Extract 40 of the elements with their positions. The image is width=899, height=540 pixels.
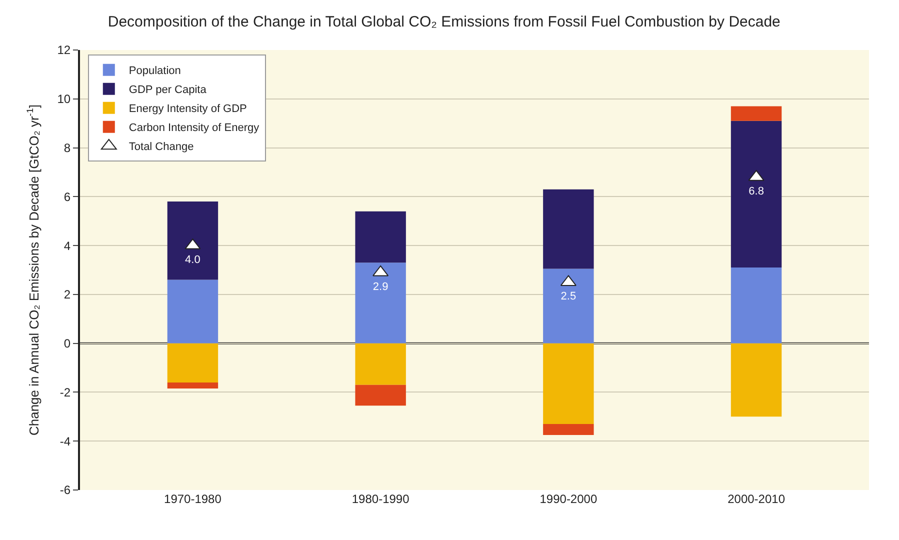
bar (355, 262, 406, 344)
bar (730, 343, 782, 417)
bar (543, 189, 594, 269)
data-label: 2.9 (372, 280, 388, 293)
data-label: 4.0 (185, 254, 200, 266)
data-label: 2.5 (560, 290, 576, 303)
bar (730, 106, 782, 121)
chart-title: Decomposition of the Change in Total Global CO₂ Emissions from Fossil Fuel Combustion by Decade (108, 14, 780, 31)
y-tick-label: 4 (64, 238, 71, 253)
y-tick-label: 12 (57, 43, 71, 58)
y-tick-label: 2 (64, 288, 71, 302)
y-tick-label: 10 (57, 92, 71, 106)
y-tick-label: 8 (64, 140, 71, 155)
bar (730, 120, 782, 268)
bar (355, 384, 406, 406)
bar (543, 343, 594, 424)
y-tick-label: -4 (60, 434, 71, 448)
x-tick-label: 1990-2000 (540, 492, 598, 506)
legend-label: GDP per Capita (128, 84, 208, 96)
data-label: 6.8 (748, 185, 764, 198)
x-tick-label: 1980-1990 (352, 492, 410, 506)
bar (543, 268, 594, 344)
bar (543, 424, 594, 435)
y-tick-label: 0 (64, 336, 71, 351)
legend-label: Energy Intensity of GDP (128, 103, 247, 116)
x-tick-label: 2000-2010 (728, 492, 786, 506)
legend-label: Total Change (128, 141, 194, 154)
y-tick-label: 6 (64, 190, 71, 204)
bar (167, 382, 218, 389)
legend-label: Carbon Intensity of Energy (128, 122, 260, 134)
y-tick-label: -6 (60, 483, 71, 498)
bar (730, 268, 782, 344)
x-tick-label: 1970-1980 (164, 492, 222, 506)
bar (355, 343, 406, 385)
bar (355, 211, 406, 263)
bar (167, 343, 218, 382)
bar (167, 280, 218, 344)
y-tick-label: -2 (60, 385, 71, 400)
legend-label: Population (128, 65, 181, 78)
bar (167, 202, 218, 280)
